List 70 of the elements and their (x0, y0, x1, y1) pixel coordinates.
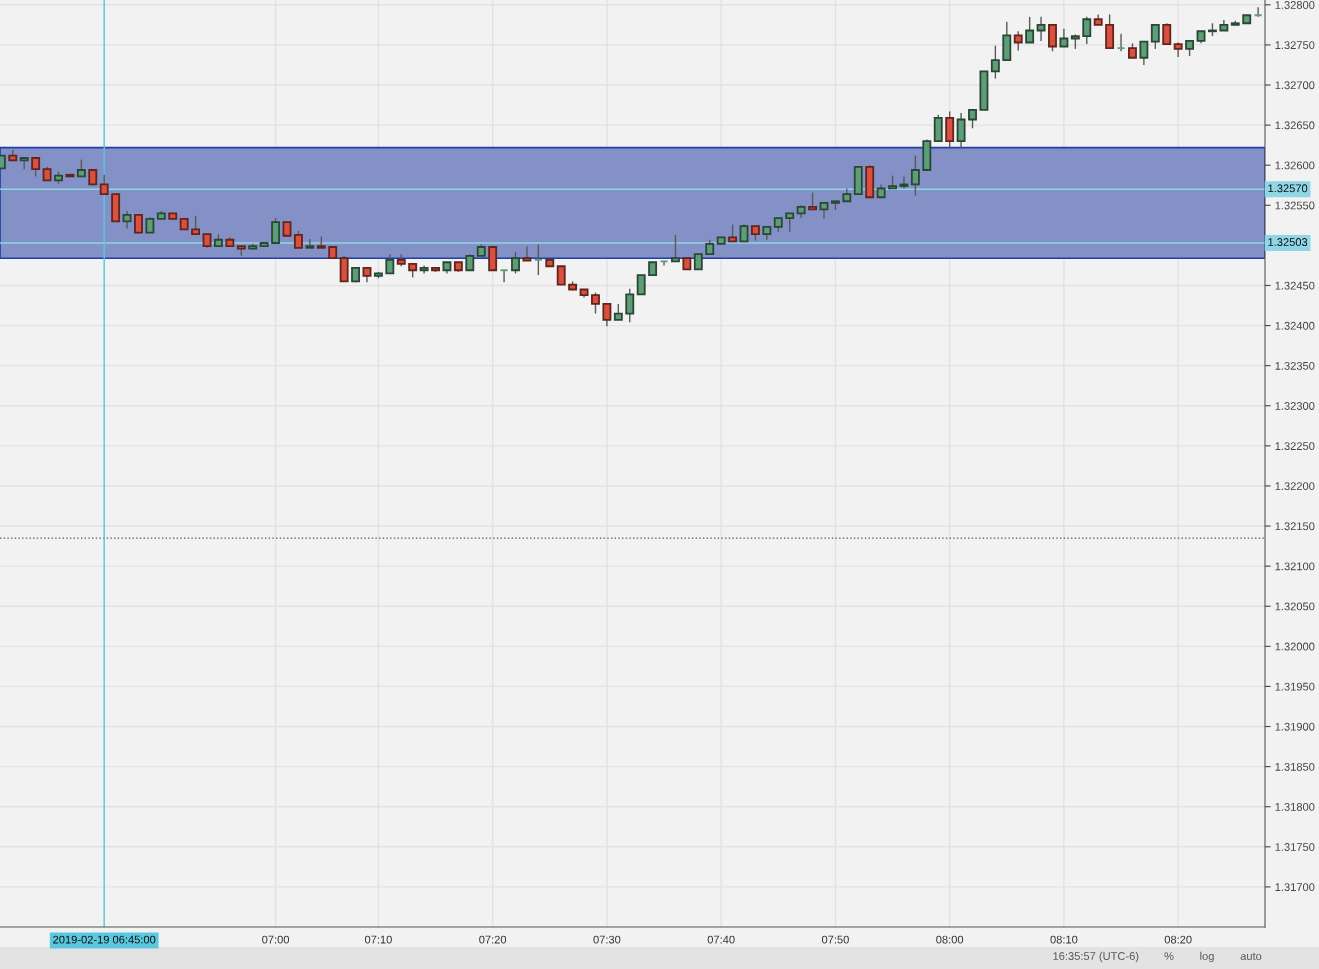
candlestick (271, 217, 281, 244)
y-tick-label: 1.32600 (1275, 161, 1315, 170)
y-tick-label: 1.32300 (1275, 402, 1315, 410)
candlestick (556, 265, 566, 286)
candlestick (1139, 40, 1149, 66)
y-tick-label: 1.32450 (1275, 281, 1315, 290)
candlestick (1105, 13, 1115, 50)
y-tick-label: 1.31700 (1275, 883, 1315, 892)
candlestick (602, 303, 612, 328)
y-tick-label: 1.32150 (1275, 522, 1315, 531)
x-tick-label: 07:20 (479, 935, 507, 944)
candlestick (1150, 23, 1160, 50)
candlestick (968, 108, 977, 129)
ref-line-label: 1.32570 (1268, 184, 1308, 193)
y-tick-label: 1.31900 (1275, 722, 1315, 731)
y-tick-label: 1.32250 (1275, 442, 1315, 450)
y-tick-label: 1.32050 (1275, 602, 1315, 611)
candlestick (1013, 30, 1023, 52)
candlestick (910, 154, 920, 197)
x-tick-label: 07:30 (593, 935, 621, 944)
y-tick-label: 1.32550 (1275, 201, 1315, 210)
y-tick-label: 1.32100 (1275, 562, 1315, 571)
candlestick (636, 274, 646, 296)
x-tick-label: 08:00 (936, 935, 964, 944)
y-tick-label: 1.32650 (1275, 121, 1315, 130)
candlestick (305, 238, 315, 249)
x-tick-label: 07:50 (821, 935, 849, 944)
candlestick (339, 255, 349, 283)
y-tick-label: 1.32750 (1275, 41, 1315, 50)
candlestick (1025, 16, 1035, 44)
y-tick-label: 1.32350 (1275, 361, 1315, 370)
candlestick (990, 45, 1000, 80)
candlestick (1048, 23, 1057, 53)
x-tick-label: 08:10 (1050, 935, 1078, 944)
candlestick (1162, 22, 1172, 46)
candlestick (591, 291, 600, 315)
y-tick-label: 1.32200 (1275, 482, 1315, 491)
candlestick (488, 246, 498, 272)
candlestick (31, 157, 41, 178)
candlestick (511, 251, 520, 275)
x-tick-label: 07:40 (707, 935, 735, 944)
candlestick (933, 113, 943, 143)
x-tick-label: 07:10 (364, 935, 392, 944)
x-tick-label: 07:00 (262, 935, 290, 944)
y-tick-label: 1.31750 (1275, 843, 1315, 851)
y-tick-label: 1.32000 (1275, 642, 1315, 651)
y-tick-label: 1.32800 (1275, 1, 1315, 9)
candlestick (956, 112, 966, 150)
candlestick (385, 253, 395, 275)
x-tick-label: 08:20 (1164, 935, 1192, 944)
candlestick (1036, 16, 1046, 42)
x-tick-label: 2019-02-19 06:45:00 (53, 935, 156, 944)
text: auto (1240, 952, 1262, 960)
y-tick-label: 1.31850 (1275, 762, 1315, 771)
candlestick (945, 110, 955, 150)
candlestick (785, 212, 795, 233)
text: 16:35:57 (UTC-6) (1053, 951, 1139, 963)
candlestick (671, 234, 680, 263)
y-tick-label: 1.32700 (1275, 81, 1315, 90)
candlestick (99, 174, 109, 195)
candlestick (191, 215, 201, 236)
ref-line-label: 1.32503 (1268, 238, 1308, 246)
text: log (1200, 951, 1214, 963)
y-tick-label: 1.31950 (1275, 682, 1315, 691)
candlestick (522, 245, 532, 262)
y-tick-label: 1.32400 (1275, 321, 1315, 330)
candlestick (1082, 16, 1092, 45)
candlestick (625, 287, 635, 324)
y-tick-label: 1.31800 (1275, 802, 1315, 811)
text: % (1164, 952, 1174, 960)
